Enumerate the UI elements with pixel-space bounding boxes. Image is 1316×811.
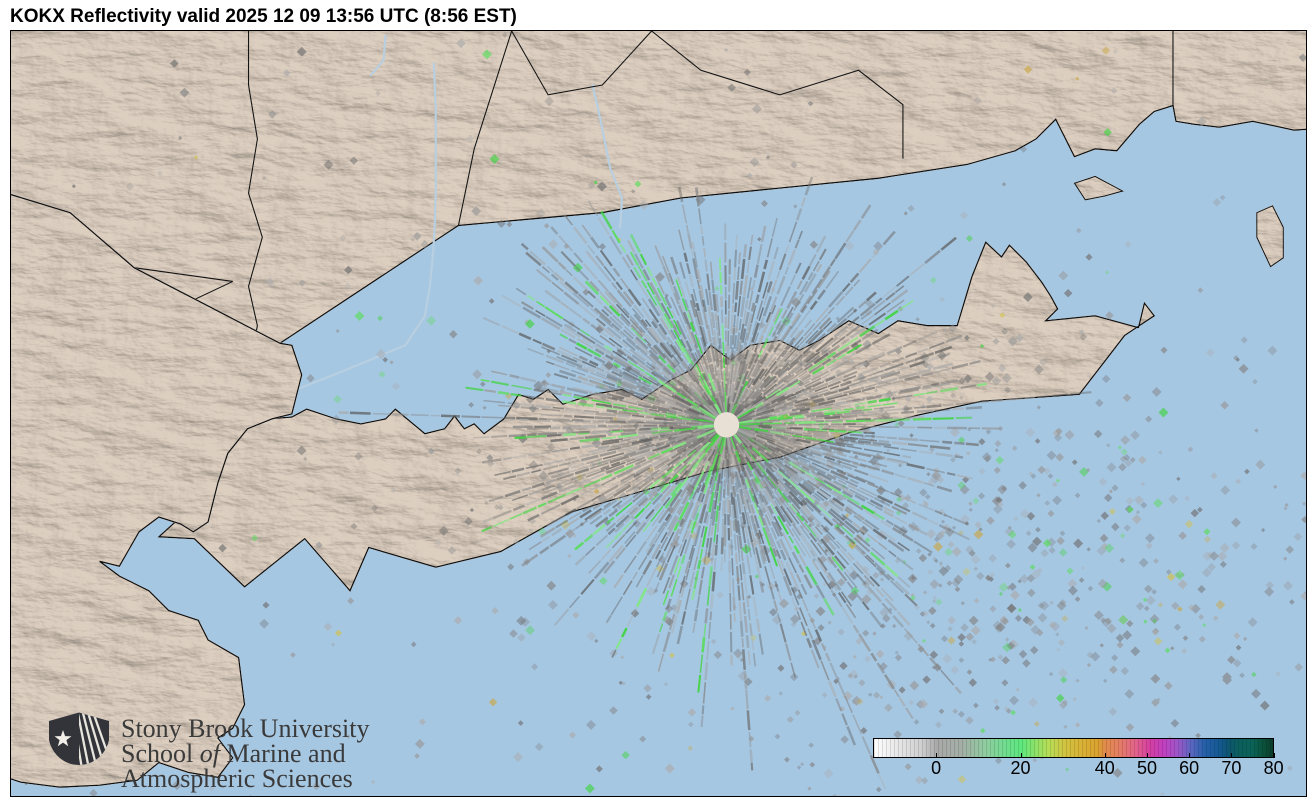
svg-text:Atmospheric Sciences: Atmospheric Sciences xyxy=(121,764,353,793)
